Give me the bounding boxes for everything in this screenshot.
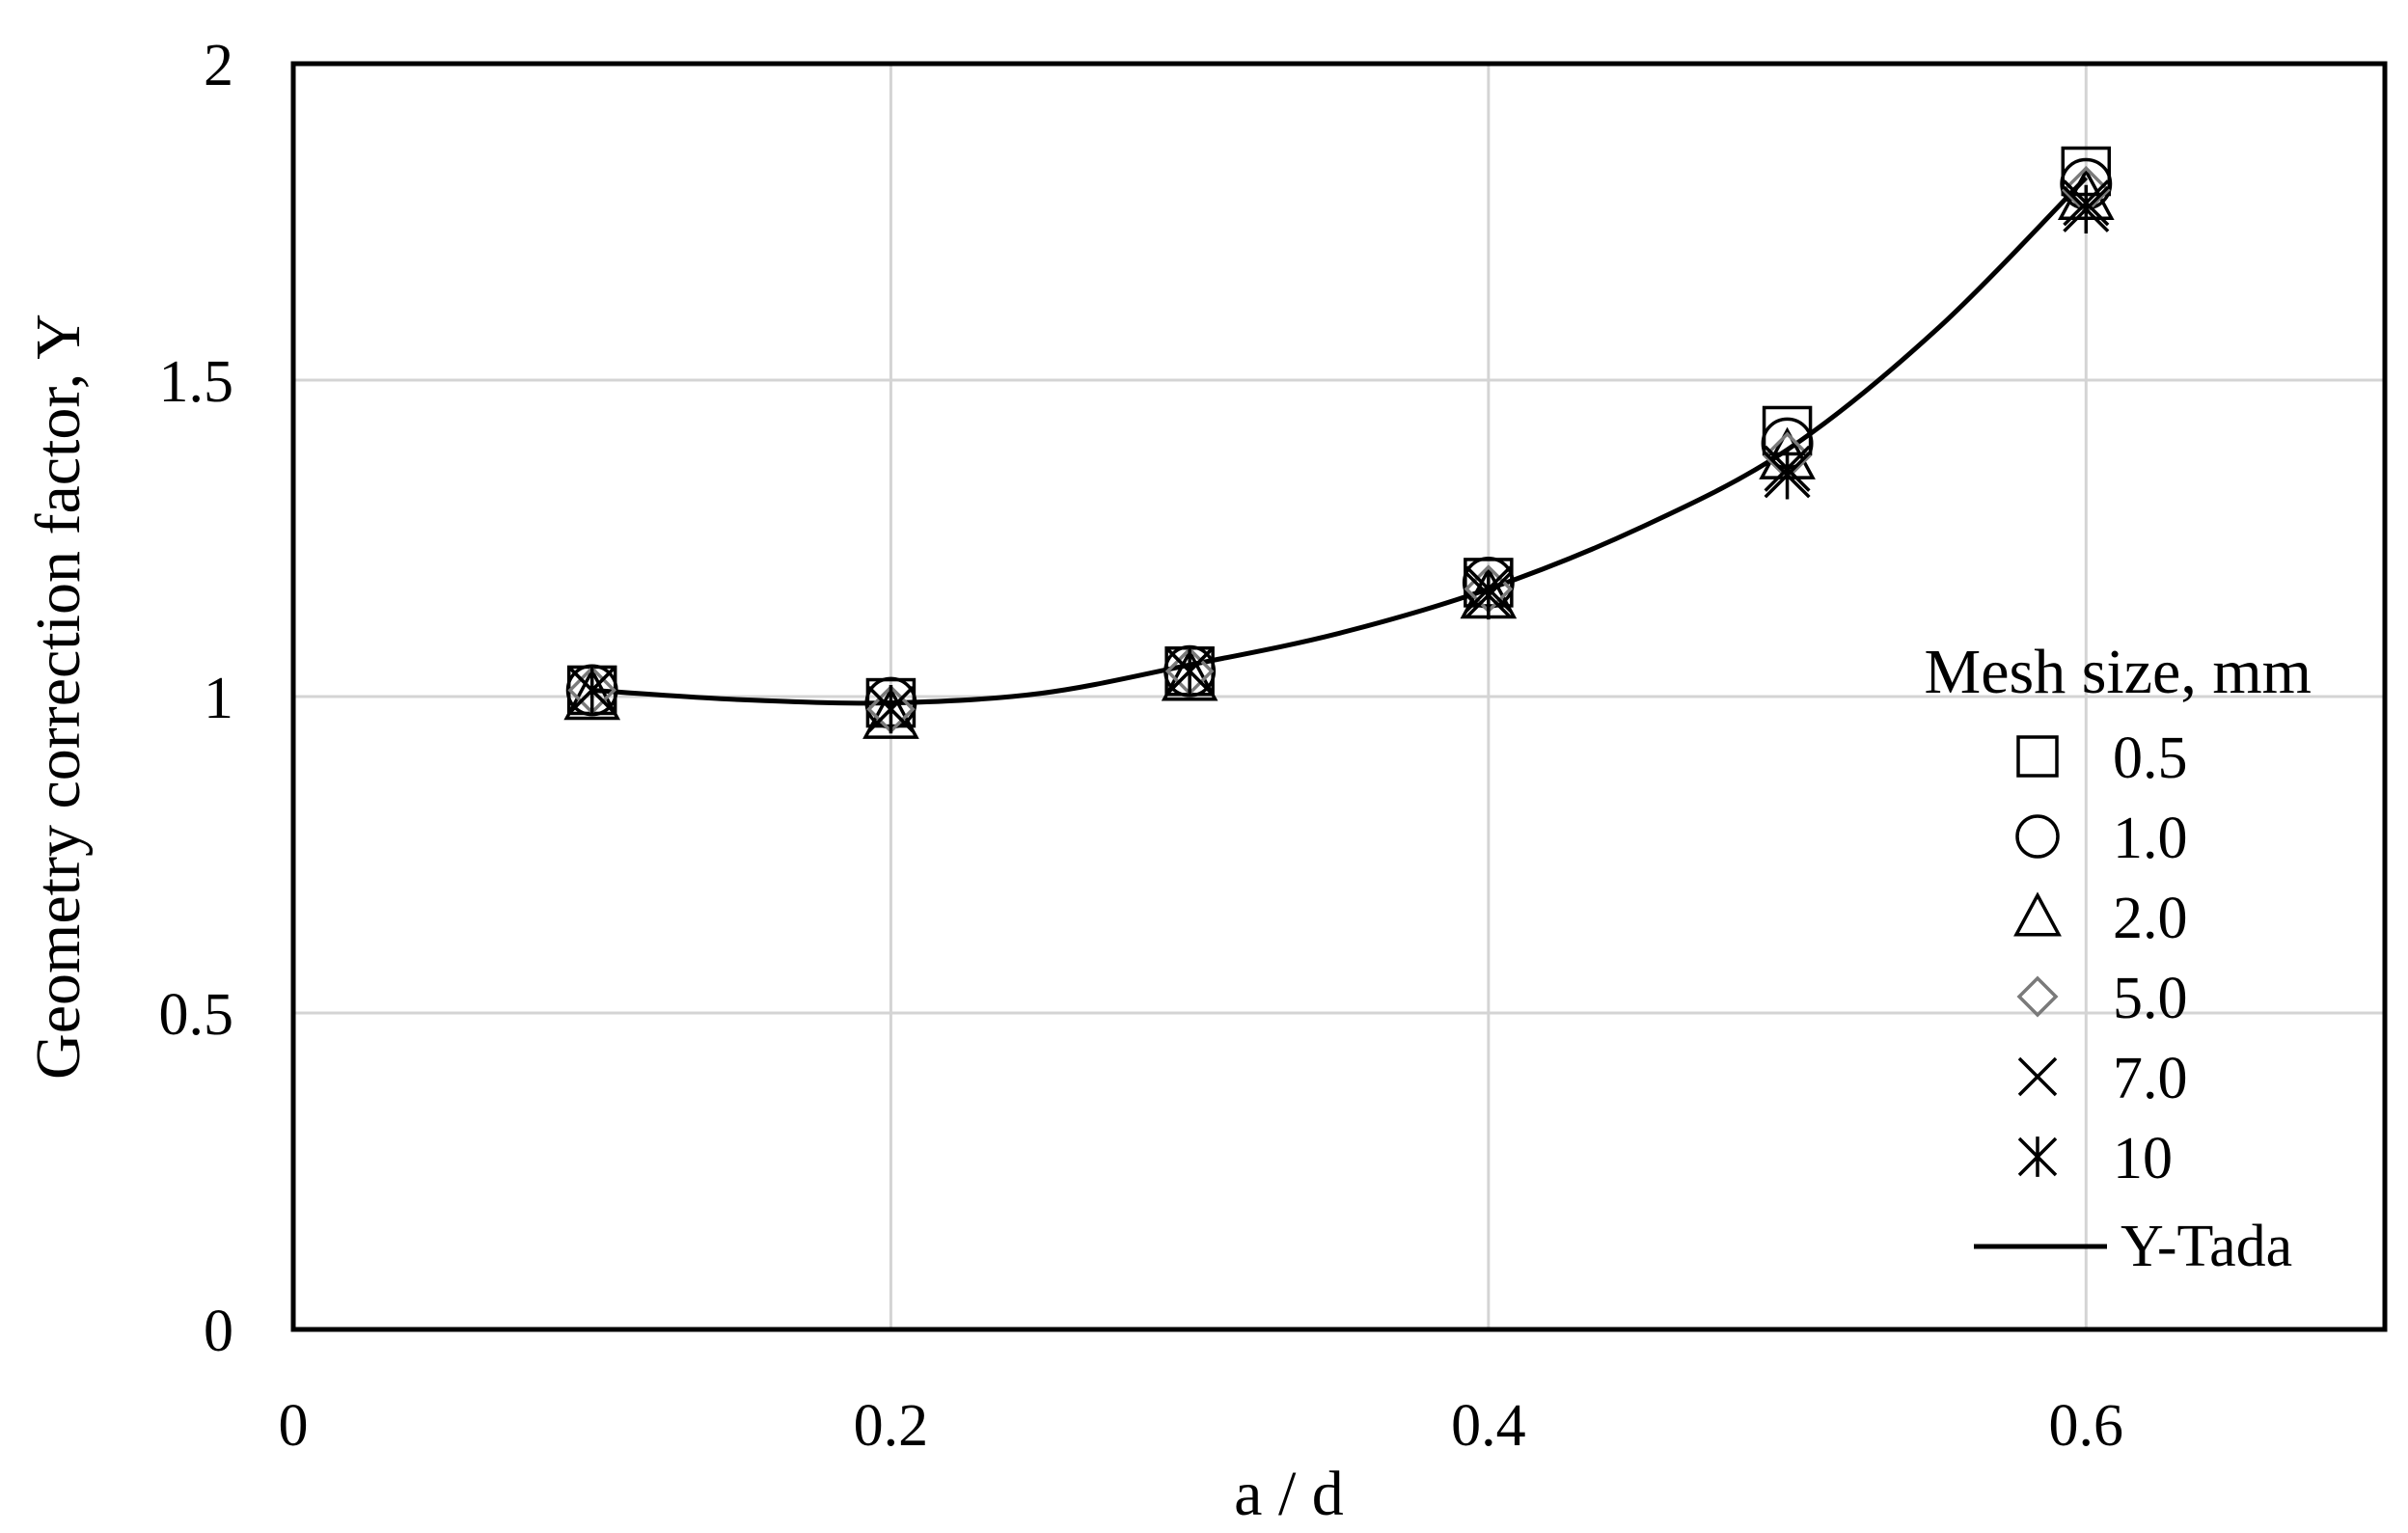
legend-label: 1.0 bbox=[2113, 806, 2188, 871]
legend-label: Y-Tada bbox=[2121, 1214, 2292, 1279]
legend-label: 5.0 bbox=[2113, 966, 2188, 1031]
point-asterisk bbox=[2063, 184, 2110, 233]
y-tada-line bbox=[591, 176, 2089, 706]
x-axis-label: a / d bbox=[1234, 1459, 1344, 1529]
plot-frame bbox=[290, 61, 2388, 1332]
point-triangle bbox=[862, 686, 919, 739]
x-tick-label: 0 bbox=[279, 1393, 309, 1459]
y-tick-label: 0 bbox=[204, 1299, 233, 1364]
legend-label: 7.0 bbox=[2113, 1046, 2188, 1111]
point-asterisk bbox=[1764, 451, 1811, 500]
x-tick-label: 0.6 bbox=[2049, 1393, 2124, 1459]
legend-label: 10 bbox=[2113, 1126, 2173, 1191]
y-tick-label: 1 bbox=[204, 666, 233, 731]
point-asterisk bbox=[568, 666, 616, 715]
legend-marker-square bbox=[2016, 735, 2059, 778]
data-markers bbox=[563, 146, 2115, 739]
legend-marker-x bbox=[2017, 1056, 2058, 1097]
legend-marker-circle bbox=[2015, 814, 2060, 859]
legend-marker-triangle bbox=[2013, 891, 2062, 937]
legend-marker-diamond bbox=[2016, 975, 2059, 1018]
legend-label: 2.0 bbox=[2113, 886, 2188, 951]
legend-title: Mesh size, mm bbox=[1925, 637, 2312, 707]
x-tick-label: 0.4 bbox=[1451, 1393, 1526, 1459]
point-asterisk bbox=[1166, 646, 1214, 696]
x-tick-label: 0.2 bbox=[854, 1393, 929, 1459]
legend: Mesh size, mm 0.5 1.0 2.0 5.0 7.0 10 Y-Tada bbox=[1925, 637, 2312, 1279]
y-tick-label: 1.5 bbox=[159, 349, 234, 415]
point-triangle bbox=[563, 667, 621, 721]
x-tick-labels: 0 0.2 0.4 0.6 bbox=[279, 1393, 2124, 1459]
legend-label: 0.5 bbox=[2113, 725, 2188, 791]
y-tick-labels: 0 0.5 1 1.5 2 bbox=[159, 33, 234, 1364]
y-axis-label: Geometry correction factor, Y bbox=[23, 314, 94, 1080]
y-tick-label: 0.5 bbox=[159, 982, 234, 1048]
y-tick-label: 2 bbox=[204, 33, 233, 98]
legend-marker-asterisk bbox=[2017, 1136, 2058, 1177]
point-asterisk bbox=[1464, 570, 1512, 620]
point-asterisk bbox=[867, 685, 915, 734]
point-triangle bbox=[1161, 648, 1218, 701]
